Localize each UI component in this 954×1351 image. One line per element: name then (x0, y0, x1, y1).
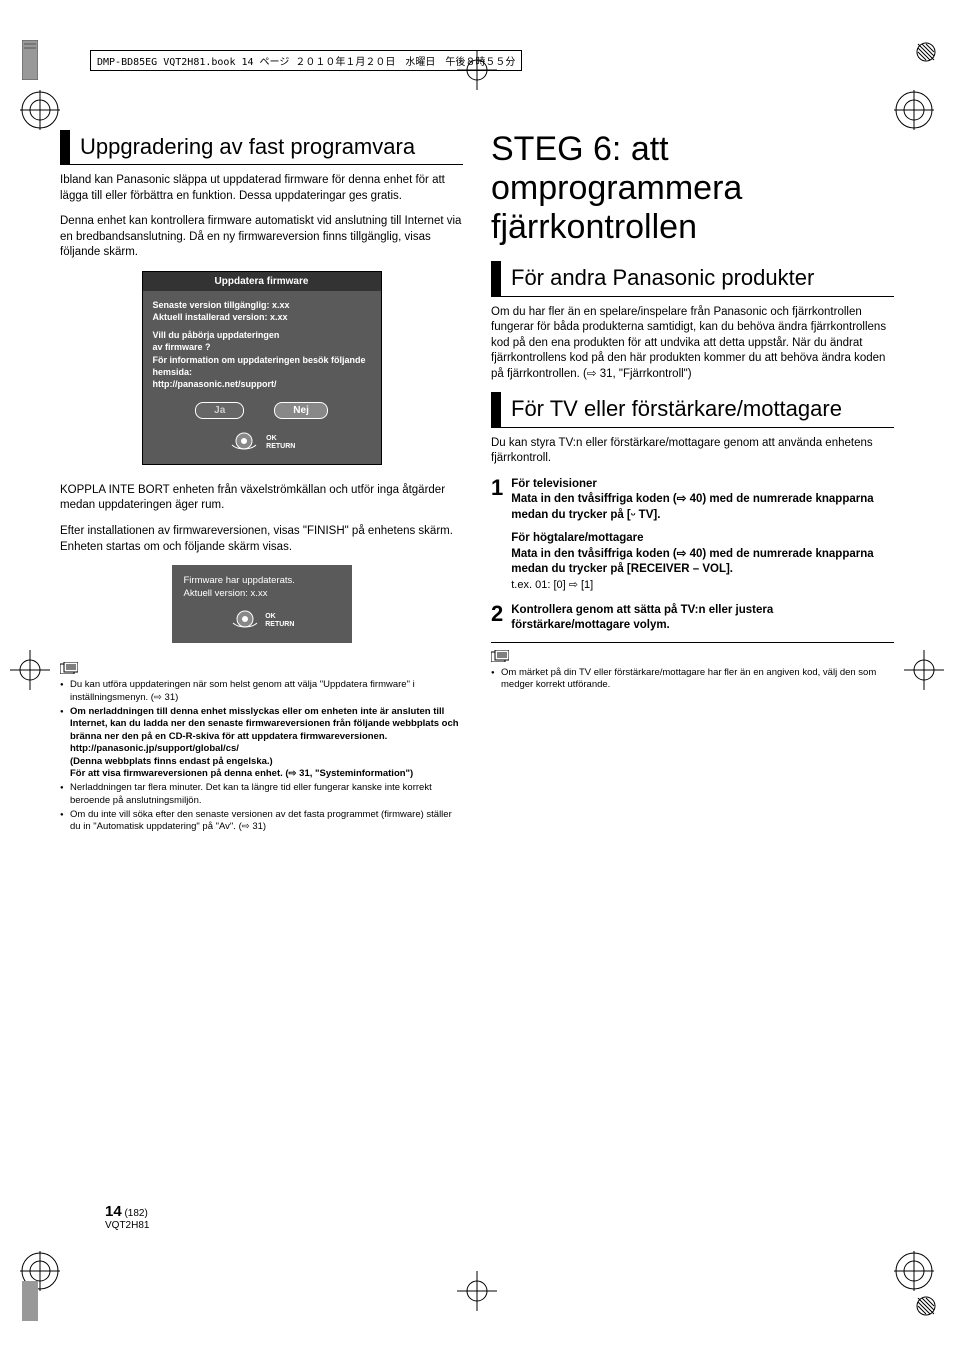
step-number: 2 (491, 603, 503, 625)
step-intro: För televisioner (511, 477, 894, 493)
dialog-title: Uppdatera firmware (143, 272, 381, 291)
page-number: 14 (105, 1203, 122, 1220)
finish-line: Firmware har uppdaterats. (184, 575, 340, 588)
crop-mark-icon (904, 650, 944, 690)
print-header: DMP-BD85EG VQT2H81.book 14 ページ ２０１０年１月２０… (90, 50, 522, 71)
fw-url: http://panasonic.net/support/ (153, 378, 371, 390)
page-sequence: (182) (124, 1208, 147, 1219)
crop-mark-icon (457, 1271, 497, 1311)
crop-mark-icon (894, 1251, 934, 1291)
notes-list: Du kan utföra uppdateringen när som hels… (60, 679, 463, 833)
crop-mark-icon (894, 90, 934, 130)
note-icon (60, 661, 463, 677)
ok-return-icon (228, 431, 260, 456)
fw-info: hemsida: (153, 366, 371, 378)
return-label: RETURN (265, 621, 294, 629)
doc-code: VQT2H81 (105, 1220, 149, 1231)
section-heading-other-panasonic: För andra Panasonic produkter (491, 261, 894, 296)
finish-line: Aktuell version: x.xx (184, 588, 340, 601)
fw-latest-version: Senaste version tillgänglig: x.xx (153, 299, 371, 311)
note-item: Om nerladdningen till denna enhet missly… (60, 706, 463, 780)
step-2: 2 Kontrollera genom att sätta på TV:n el… (491, 603, 894, 634)
body-text: Om du har fler än en spelare/inspelare f… (491, 305, 894, 383)
step-instruction: Mata in den tvåsiffriga koden (⇨ 40) med… (511, 492, 894, 523)
crop-mark-icon (20, 90, 60, 130)
step-intro: För högtalare/mottagare (511, 531, 894, 547)
step-example: t.ex. 01: [0] ⇨ [1] (511, 578, 894, 593)
crop-mark-icon (10, 650, 50, 690)
body-text: Ibland kan Panasonic släppa ut uppdatera… (60, 173, 463, 204)
body-text: Du kan styra TV:n eller förstärkare/mott… (491, 436, 894, 467)
firmware-dialog: Uppdatera firmware Senaste version tillg… (142, 271, 382, 465)
spine-mark-icon (22, 40, 38, 80)
no-button[interactable]: Nej (274, 402, 328, 419)
fw-info: För information om uppdateringen besök f… (153, 354, 371, 366)
body-text: Denna enhet kan kontrollera firmware aut… (60, 214, 463, 261)
return-label: RETURN (266, 443, 295, 451)
step-number: 1 (491, 477, 503, 499)
note-item: Om du inte vill söka efter den senaste v… (60, 809, 463, 834)
body-text: KOPPLA INTE BORT enheten från växelström… (60, 483, 463, 514)
note-item: Nerladdningen tar flera minuter. Det kan… (60, 782, 463, 807)
section-heading-tv-amp: För TV eller förstärkare/mottagare (491, 392, 894, 427)
note-item: Du kan utföra uppdateringen när som hels… (60, 679, 463, 704)
yes-button[interactable]: Ja (195, 402, 244, 419)
fw-question: av firmware ? (153, 341, 371, 353)
finish-dialog: Firmware har uppdaterats. Aktuell versio… (172, 565, 352, 643)
section-heading-firmware: Uppgradering av fast programvara (60, 130, 463, 165)
hatch-icon (916, 1296, 936, 1316)
note-icon (491, 649, 894, 665)
note-item: Om märket på din TV eller förstärkare/mo… (491, 667, 894, 692)
step-heading: STEG 6: att omprogrammera fjärrkontrolle… (491, 130, 894, 247)
ok-label: OK (266, 435, 295, 443)
step-1: 1 För televisioner Mata in den tvåsiffri… (491, 477, 894, 593)
ok-return-icon (229, 609, 261, 634)
ok-label: OK (265, 613, 294, 621)
body-text: Efter installationen av firmwareversione… (60, 524, 463, 555)
spine-mark-icon (22, 1281, 38, 1321)
page-footer: 14 (182) VQT2H81 (105, 1203, 149, 1231)
left-column: Uppgradering av fast programvara Ibland … (60, 130, 463, 836)
notes-list: Om märket på din TV eller förstärkare/mo… (491, 667, 894, 692)
step-instruction: Kontrollera genom att sätta på TV:n elle… (511, 603, 894, 634)
fw-current-version: Aktuell installerad version: x.xx (153, 311, 371, 323)
hatch-icon (916, 42, 936, 62)
manual-page: DMP-BD85EG VQT2H81.book 14 ページ ２０１０年１月２０… (0, 0, 954, 1351)
fw-question: Vill du påbörja uppdateringen (153, 329, 371, 341)
step-instruction: Mata in den tvåsiffriga koden (⇨ 40) med… (511, 547, 894, 578)
right-column: STEG 6: att omprogrammera fjärrkontrolle… (491, 130, 894, 836)
